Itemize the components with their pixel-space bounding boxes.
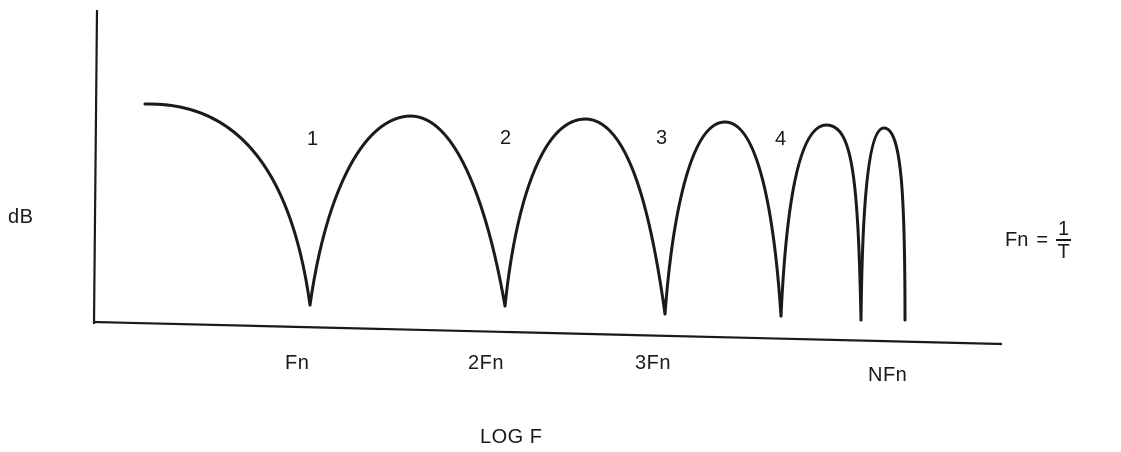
y-axis-label: dB	[8, 206, 34, 228]
formula: Fn = 1 T	[1005, 218, 1072, 263]
formula-lhs: Fn	[1005, 229, 1029, 251]
tick-label-3fn: 3Fn	[635, 352, 671, 374]
lobe-label-1: 1	[307, 128, 319, 150]
tick-label-2fn: 2Fn	[468, 352, 504, 374]
formula-numerator: 1	[1056, 218, 1072, 241]
x-axis	[93, 320, 1003, 346]
lobe-label-3: 3	[656, 127, 668, 149]
side-lobe-1-curve	[308, 114, 507, 308]
lobe-label-2: 2	[500, 127, 512, 149]
x-axis-label: LOG F	[480, 426, 543, 448]
tick-label-nfn: NFn	[868, 364, 908, 386]
tick-label-fn: Fn	[285, 352, 310, 374]
side-lobe-n-curve	[859, 126, 907, 322]
lobe-label-4: 4	[775, 128, 787, 150]
formula-equals: =	[1036, 229, 1049, 251]
formula-denominator: T	[1057, 241, 1070, 263]
side-lobe-4-curve	[779, 123, 863, 322]
y-axis	[92, 9, 99, 325]
formula-fraction: 1 T	[1056, 218, 1072, 263]
main-lobe-curve	[143, 102, 312, 307]
side-lobe-2-curve	[503, 117, 667, 316]
side-lobe-3-curve	[663, 120, 783, 318]
